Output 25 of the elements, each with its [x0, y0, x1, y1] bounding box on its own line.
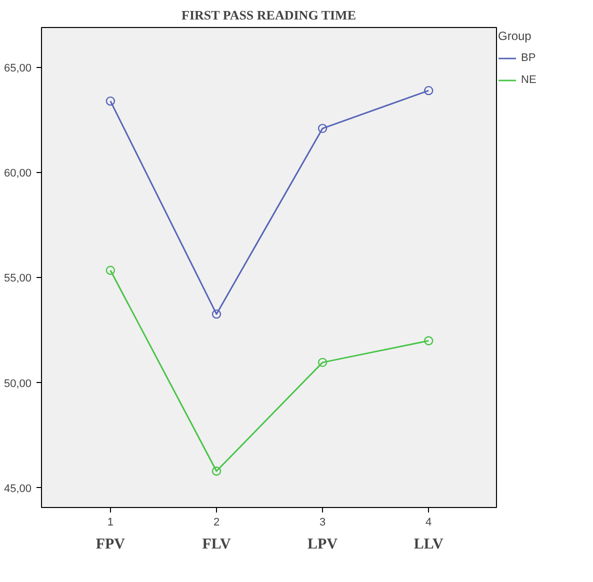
point	[106, 266, 116, 275]
x-tick-label: 4	[426, 516, 432, 528]
x-tick-label: 2	[213, 516, 220, 528]
point	[318, 358, 328, 368]
x-tick-label: 3	[320, 516, 326, 528]
point	[318, 124, 328, 134]
y-tick-label: 50,00	[4, 378, 32, 390]
y-tick-label: 60,00	[4, 168, 32, 180]
y-tick-label: 65,00	[4, 62, 32, 74]
point	[212, 309, 222, 319]
text: FPV	[96, 536, 126, 552]
legend-title: Group	[498, 29, 532, 43]
chart-title: FIRST PASS READING TIME	[182, 8, 356, 22]
y-tick-label: 45,00	[4, 482, 32, 495]
point	[106, 96, 116, 106]
legend-label: BP	[521, 52, 537, 64]
y-tick-label: 55,00	[4, 272, 32, 285]
x-tick-label: 1	[107, 516, 114, 528]
text: LLV	[414, 536, 444, 552]
point	[424, 86, 434, 96]
text: FLV	[202, 536, 231, 552]
text: LPV	[308, 536, 338, 552]
point	[212, 466, 222, 476]
point	[424, 336, 434, 346]
legend-label: NE	[521, 74, 538, 86]
